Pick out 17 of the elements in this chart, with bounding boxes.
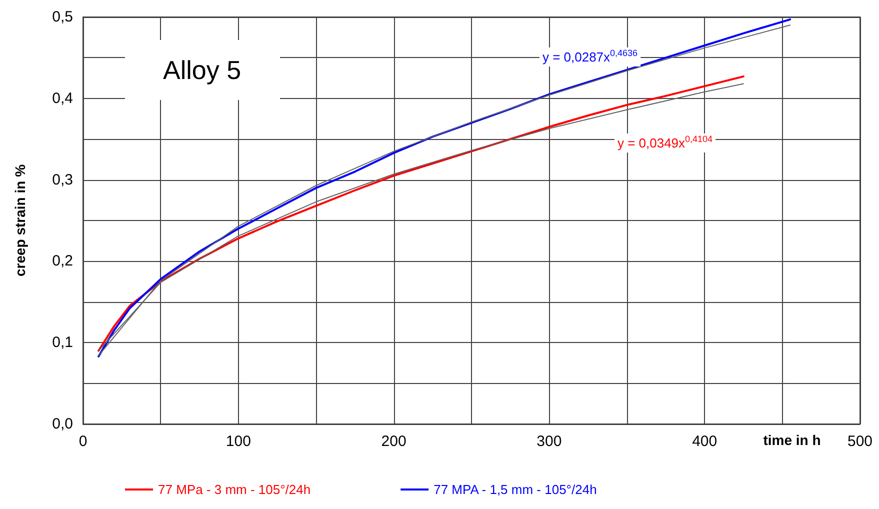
y-tick-label: 0,2 [52, 252, 73, 270]
x-axis-title: time in h [763, 432, 821, 448]
text: Alloy 5 [162, 55, 242, 85]
legend-label: 77 MPA - 1,5 mm - 105°/24h [434, 482, 597, 497]
y-tick-label: 0,1 [52, 334, 73, 352]
y-axis-title: creep strain in % [12, 164, 28, 277]
legend-label: 77 MPa - 3 mm - 105°/24h [158, 482, 311, 497]
y-tick-label: 0,3 [52, 171, 73, 188]
x-tick-label: 300 [536, 433, 562, 450]
x-tick-label: 400 [692, 433, 718, 450]
x-tick-label: 500 [847, 433, 873, 450]
x-tick-label: 200 [381, 433, 406, 450]
y-tick-label: 0,0 [52, 416, 73, 432]
x-tick-label: 0 [78, 433, 88, 450]
y-tick-label: 0,5 [52, 8, 73, 26]
x-tick-label: 100 [226, 433, 251, 450]
y-tick-label: 0,4 [52, 90, 73, 107]
